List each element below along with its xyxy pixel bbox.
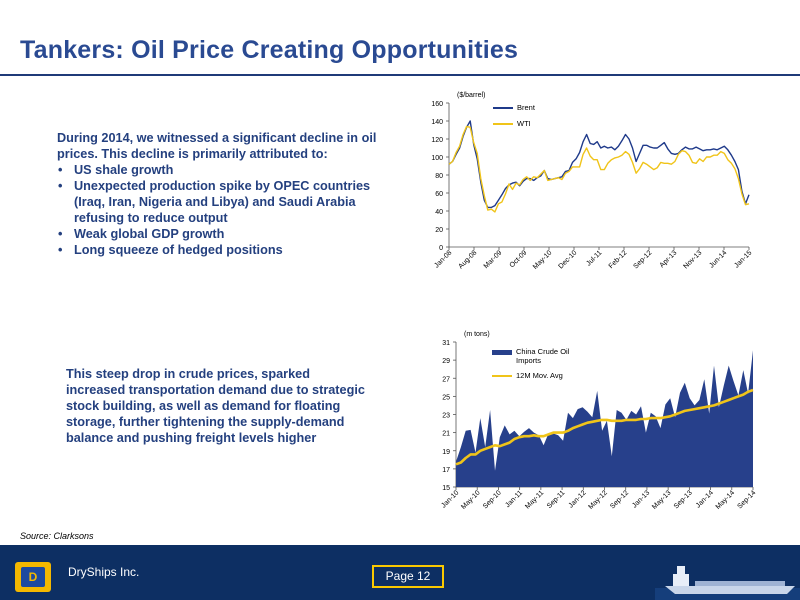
y-tick-label: 27	[442, 376, 450, 383]
legend-label: WTI	[517, 119, 531, 128]
y-tick-label: 20	[435, 227, 443, 234]
title-divider	[0, 74, 800, 76]
slide-title: Tankers: Oil Price Creating Opportunitie…	[20, 36, 519, 64]
series-line	[455, 388, 754, 466]
x-tick-label: Jan-08	[433, 249, 453, 269]
legend-label: 12M Mov. Avg	[516, 371, 563, 380]
y-tick-label: 15	[442, 485, 450, 492]
x-tick-label: Jan-10	[440, 489, 460, 509]
x-tick-label: Sep-12	[632, 249, 653, 270]
x-tick-label: May-14	[715, 489, 737, 511]
source-note: Source: Clarksons	[20, 531, 94, 541]
x-tick-label: May-10	[532, 249, 554, 271]
company-name: DryShips Inc.	[68, 565, 140, 579]
x-tick-label: Aug-08	[457, 249, 478, 270]
x-tick-label: Sep-14	[736, 489, 757, 510]
y-tick-label: 140	[431, 119, 443, 126]
series-line	[448, 125, 750, 213]
legend-swatch	[492, 350, 512, 355]
y-tick-label: 80	[435, 173, 443, 180]
x-tick-label: Sep-12	[609, 489, 630, 510]
y-tick-label: 19	[442, 449, 450, 456]
y-tick-label: 60	[435, 191, 443, 198]
oil-decline-text: During 2014, we witnessed a significant …	[57, 130, 397, 258]
x-tick-label: May-13	[651, 489, 673, 511]
x-tick-label: Oct-09	[509, 249, 529, 269]
page-number: Page 12	[374, 567, 442, 586]
x-tick-label: Jan-15	[733, 249, 753, 269]
y-tick-label: 21	[442, 431, 450, 438]
x-tick-label: Feb-12	[608, 249, 629, 270]
x-tick-label: Jun-14	[708, 249, 728, 269]
x-tick-label: Dec-10	[557, 249, 578, 270]
page-number-box: Page 12	[372, 565, 444, 588]
x-tick-label: Jul-11	[585, 249, 603, 267]
x-tick-label: Jan-13	[631, 489, 651, 509]
x-tick-label: Sep-13	[673, 489, 694, 510]
reason-list: US shale growth Unexpected production sp…	[57, 162, 397, 258]
reason-item: US shale growth	[57, 162, 397, 178]
tanker-ship-icon	[655, 566, 800, 600]
y-tick-label: 23	[442, 413, 450, 420]
reason-item: Long squeeze of hedged positions	[57, 242, 397, 258]
y-tick-label: 31	[442, 340, 450, 347]
reason-item: Weak global GDP growth	[57, 226, 397, 242]
y-tick-label: 25	[442, 394, 450, 401]
dryships-logo: D	[15, 562, 51, 592]
legend-label: China Crude Oil Imports	[516, 347, 570, 365]
y-tick-label: 0	[439, 245, 443, 252]
x-tick-label: May-11	[524, 489, 545, 510]
x-tick-label: Nov-13	[682, 249, 703, 270]
oil-price-chart: 0 20 40 60 80 100 120 140 160 Jan-08 Aug-08 Mar-09 O…	[431, 92, 753, 271]
y-tick-label: 29	[442, 358, 450, 365]
series-line	[448, 120, 750, 209]
x-tick-label: Jan-14	[695, 489, 715, 509]
x-tick-label: Apr-13	[659, 249, 679, 269]
y-tick-label: 40	[435, 209, 443, 216]
x-tick-label: Mar-09	[483, 249, 504, 270]
series-area	[456, 350, 753, 487]
unit-label: ($/barrel)	[457, 92, 485, 99]
y-tick-label: 100	[431, 155, 443, 162]
y-tick-label: 160	[431, 101, 443, 108]
reason-item: Unexpected production spike by OPEC coun…	[57, 178, 397, 226]
y-tick-label: 17	[442, 467, 450, 474]
unit-label: (m tons)	[464, 331, 490, 338]
logo-mark: D	[21, 567, 45, 587]
x-tick-label: Jan-11	[504, 489, 524, 509]
intro-text: During 2014, we witnessed a significant …	[57, 131, 377, 161]
y-tick-label: 120	[431, 137, 443, 144]
legend-label: Brent	[517, 103, 536, 112]
x-tick-label: Sep-11	[546, 489, 567, 510]
x-tick-label: Sep-10	[482, 489, 503, 510]
x-tick-label: May-10	[460, 489, 482, 511]
x-tick-label: May-12	[587, 489, 609, 511]
x-tick-label: Jan-12	[568, 489, 588, 509]
transport-demand-text: This steep drop in crude prices, sparked…	[66, 367, 365, 445]
